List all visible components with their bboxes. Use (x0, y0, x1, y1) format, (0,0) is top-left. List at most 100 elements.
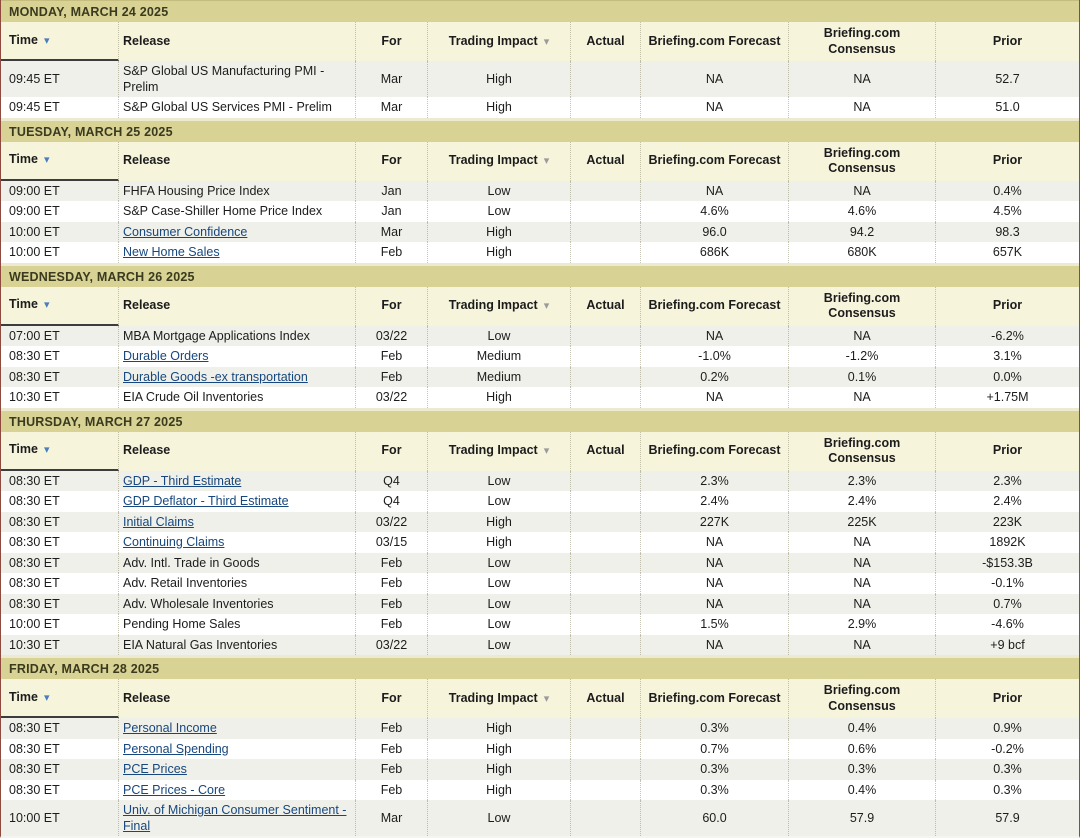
release-link[interactable]: Durable Goods -ex transportation (123, 369, 308, 384)
column-header-prior: Prior (936, 679, 1079, 718)
sort-descending-icon[interactable]: ▾ (43, 34, 50, 47)
column-header-for: For (356, 22, 428, 61)
calendar-row: 08:30 ET PCE Prices Feb High 0.3% 0.3% 0.3% (1, 759, 1079, 780)
cell-impact: High (428, 511, 571, 532)
release-link[interactable]: GDP Deflator - Third Estimate (123, 494, 289, 508)
day-section: FRIDAY, MARCH 28 2025 Time ▾ Release For Trad… (1, 655, 1079, 836)
column-header-label: Briefing.com Forecast (648, 298, 781, 313)
column-header-row: Time ▾ Release For Trading Impact ▾ Actual Brie… (1, 431, 1079, 471)
cell-prior: -0.1% (991, 576, 1024, 590)
cell-consensus: NA (789, 325, 936, 346)
column-header-for: For (356, 431, 428, 471)
cell-prior: -4.6% (991, 617, 1024, 631)
cell-time: 10:00 ET (1, 221, 119, 242)
calendar-row: 08:30 ET Adv. Retail Inventories Feb Low NA N… (1, 573, 1079, 594)
cell-prior: 0.9% (993, 721, 1022, 735)
release-link[interactable]: PCE Prices (123, 762, 187, 776)
column-header-forecast: Briefing.com Forecast (641, 286, 789, 326)
column-header-consensus: Briefing.com Consensus (789, 431, 936, 471)
release-link[interactable]: Initial Claims (123, 514, 194, 529)
sort-descending-icon[interactable]: ▾ (43, 444, 50, 456)
rows-group: 07:00 ET MBA Mortgage Applications Index 0… (1, 325, 1079, 408)
cell-consensus: 0.3% (789, 759, 936, 780)
cell-for: 03/22 (356, 325, 428, 346)
column-header-impact[interactable]: Trading Impact ▾ (428, 679, 571, 718)
cell-actual (571, 511, 641, 532)
filter-dropdown-icon[interactable]: ▾ (543, 692, 550, 705)
cell-actual (571, 491, 641, 512)
release-link[interactable]: Univ. of Michigan Consumer Sentiment - F… (123, 803, 347, 833)
release-link[interactable]: Personal Spending (123, 741, 229, 756)
cell-prior: -0.2% (991, 741, 1024, 756)
column-header-label: Time (9, 442, 38, 457)
column-header-impact[interactable]: Trading Impact ▾ (428, 141, 571, 181)
cell-consensus: 0.1% (789, 366, 936, 387)
cell-for: Feb (356, 614, 428, 635)
release-link[interactable]: Consumer Confidence (123, 224, 248, 239)
column-header-impact[interactable]: Trading Impact ▾ (428, 286, 571, 326)
rows-group: 08:30 ET Personal Income Feb High 0.3% 0.4% 0.… (1, 718, 1079, 836)
day-section-header: MONDAY, MARCH 24 2025 (1, 0, 1079, 22)
calendar-row: 08:30 ET GDP - Third Estimate Q4 Low 2.3% 2.3… (1, 470, 1079, 491)
filter-dropdown-icon[interactable]: ▾ (543, 300, 550, 312)
release-link[interactable]: PCE Prices - Core (123, 782, 226, 797)
cell-prior: 2.4% (993, 494, 1022, 508)
cell-prior: 51.0 (995, 100, 1020, 114)
column-header-time[interactable]: Time ▾ (1, 141, 119, 181)
cell-release: Adv. Wholesale Inventories (119, 593, 356, 614)
cell-release: EIA Crude Oil Inventories (119, 387, 356, 408)
column-header-prior: Prior (936, 22, 1079, 61)
sort-descending-icon[interactable]: ▾ (43, 154, 50, 166)
cell-forecast: NA (641, 387, 789, 408)
release-link[interactable]: Personal Income (123, 721, 217, 735)
cell-for: Feb (356, 552, 428, 573)
calendar-row: 08:30 ET Personal Income Feb High 0.3% 0.4% 0.… (1, 718, 1079, 739)
cell-prior: 0.0% (993, 369, 1022, 384)
column-header-label: Actual (586, 33, 625, 48)
column-header-impact[interactable]: Trading Impact ▾ (428, 431, 571, 471)
cell-impact: High (428, 779, 571, 800)
release-link[interactable]: GDP - Third Estimate (123, 473, 242, 488)
column-header-time[interactable]: Time ▾ (1, 679, 119, 718)
column-header-label: Prior (992, 443, 1023, 458)
sort-descending-icon[interactable]: ▾ (43, 691, 50, 704)
filter-dropdown-icon[interactable]: ▾ (543, 155, 550, 167)
sort-descending-icon[interactable]: ▾ (43, 299, 50, 311)
filter-dropdown-icon[interactable]: ▾ (543, 35, 550, 48)
cell-consensus: 225K (789, 511, 936, 532)
cell-release: S&P Case-Shiller Home Price Index (119, 201, 356, 222)
cell-prior: 657K (992, 245, 1023, 259)
calendar-row: 10:00 ET Univ. of Michigan Consumer Senti… (1, 800, 1079, 836)
column-header-time[interactable]: Time ▾ (1, 22, 119, 61)
cell-impact: Low (428, 180, 571, 201)
cell-time: 08:30 ET (1, 593, 119, 614)
column-header-label: Time (9, 32, 38, 47)
cell-release: GDP - Third Estimate (119, 470, 356, 491)
cell-consensus: NA (789, 61, 936, 97)
column-header-label: Prior (992, 33, 1023, 48)
cell-for: Feb (356, 759, 428, 780)
cell-for: Feb (356, 573, 428, 594)
cell-actual (571, 97, 641, 118)
column-header-impact[interactable]: Trading Impact ▾ (428, 22, 571, 61)
release-link[interactable]: Continuing Claims (123, 535, 225, 549)
cell-for: Feb (356, 779, 428, 800)
cell-forecast: 60.0 (641, 800, 789, 836)
cell-forecast: NA (641, 97, 789, 118)
column-header-time[interactable]: Time ▾ (1, 286, 119, 326)
release-link[interactable]: Durable Orders (123, 349, 209, 363)
release-link[interactable]: New Home Sales (123, 245, 220, 259)
column-header-time[interactable]: Time ▾ (1, 431, 119, 471)
column-header-label: Release (123, 153, 171, 168)
cell-actual (571, 800, 641, 836)
column-header-label: Trading Impact (448, 153, 538, 168)
cell-release: S&P Global US Services PMI - Prelim (119, 97, 356, 118)
cell-for: Feb (356, 242, 428, 263)
cell-release: Initial Claims (119, 511, 356, 532)
filter-dropdown-icon[interactable]: ▾ (543, 445, 550, 457)
cell-for: Q4 (356, 470, 428, 491)
column-header-actual: Actual (571, 22, 641, 61)
cell-prior: 223K (992, 514, 1023, 529)
cell-time: 09:00 ET (1, 180, 119, 201)
rows-group: 09:45 ET S&P Global US Manufacturing PMI … (1, 61, 1079, 118)
